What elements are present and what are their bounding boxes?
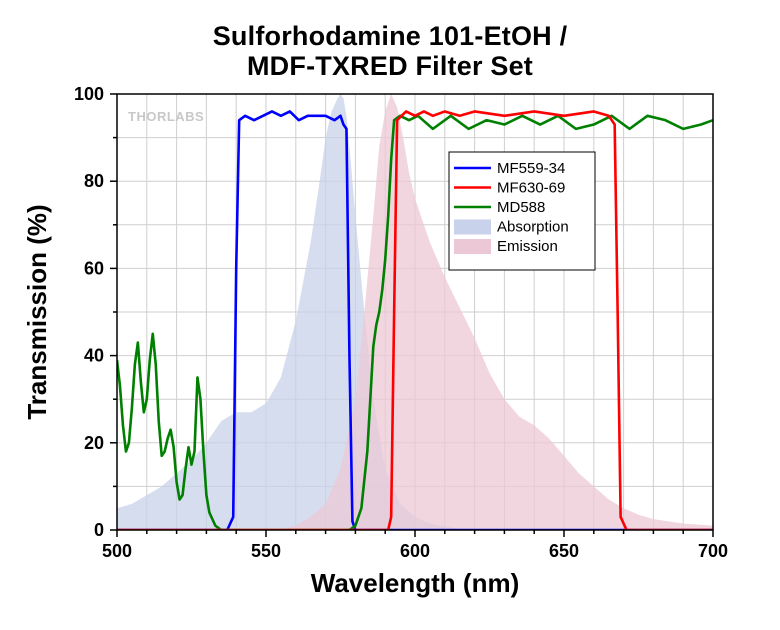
y-tick-label: 60 [84, 258, 104, 278]
thorlabs-watermark: THORLABS [128, 109, 204, 124]
x-tick-label: 700 [698, 541, 728, 561]
absorption-area [117, 94, 475, 530]
x-tick-label: 650 [549, 541, 579, 561]
legend-label-emission: Emission [497, 238, 558, 255]
legend-label-mf630-69: MF630-69 [497, 180, 565, 197]
y-tick-label: 20 [84, 433, 104, 453]
y-tick-label: 0 [94, 520, 104, 540]
line-series [117, 110, 713, 530]
axis-ticks [110, 93, 714, 537]
legend-label-md588: MD588 [497, 199, 545, 216]
legend: MF559-34 MF630-69 MD588 Absorption Emission [448, 151, 596, 271]
y-tick-label: 40 [84, 346, 104, 366]
chart-title-line-2: MDF-TXRED Filter Set [246, 51, 533, 81]
x-tick-label: 600 [400, 541, 430, 561]
y-tick-label: 80 [84, 171, 104, 191]
md588-line [117, 114, 713, 530]
chart-title-line-1: Sulforhodamine 101-EtOH / [212, 21, 568, 51]
y-tick-label: 100 [74, 84, 104, 104]
y-axis-title: Transmission (%) [22, 204, 52, 419]
x-tick-label: 500 [102, 541, 132, 561]
legend-label-mf559-34: MF559-34 [497, 160, 565, 177]
legend-label-absorption: Absorption [497, 219, 569, 236]
legend-swatch-absorption [454, 219, 491, 235]
x-tick-label: 550 [251, 541, 281, 561]
x-tick-labels: 500 550 600 650 700 [102, 541, 728, 561]
mf630-69-line [117, 110, 713, 530]
y-tick-labels: 0 20 40 60 80 100 [74, 84, 104, 540]
legend-swatch-emission [454, 239, 491, 254]
x-axis-title: Wavelength (nm) [311, 568, 519, 598]
mf559-34-line [117, 110, 713, 530]
